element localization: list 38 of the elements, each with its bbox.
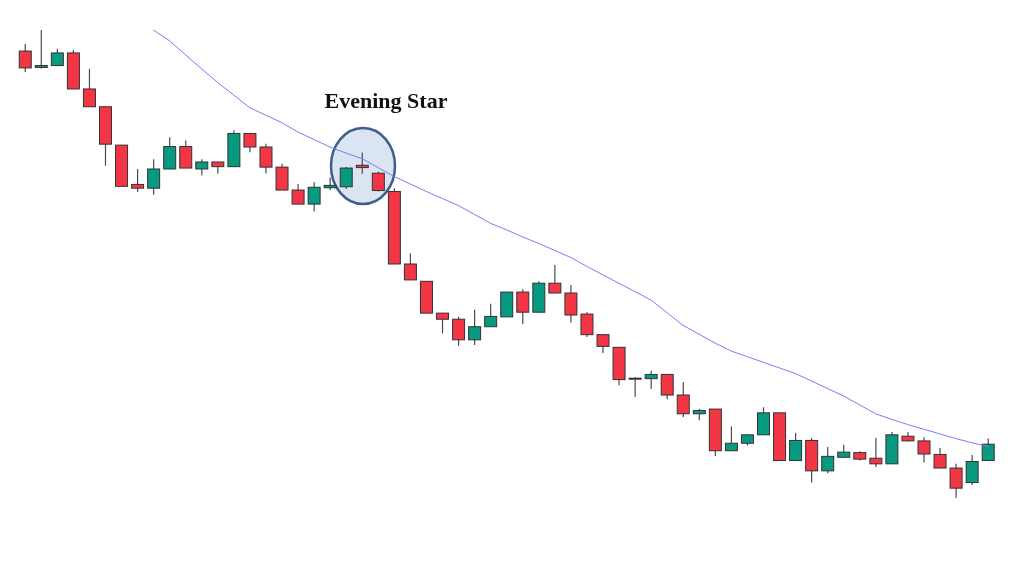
candlestick [757,406,771,436]
candlestick [724,425,738,452]
candlestick [163,136,177,170]
candlestick [147,158,161,196]
candlestick [628,376,642,398]
candlestick [644,370,658,390]
candlestick [548,264,562,294]
candlestick [917,436,931,464]
candlestick [179,139,193,169]
candlestick [676,381,690,418]
candlestick [436,312,450,334]
candlestick [452,316,466,347]
candlestick [355,152,369,175]
candlestick [243,132,257,153]
candlestick [18,43,32,73]
candlestick [821,446,835,474]
candlestick [275,163,289,191]
candlestick [580,311,594,338]
candlestick [307,181,321,213]
candlestick [933,447,947,469]
candlestick [131,168,145,193]
candlestick [259,143,273,174]
annotation: Evening Star [324,88,448,114]
candlestick [869,437,883,468]
candlestick [468,309,482,346]
candlestick [949,463,963,498]
candlestick [291,183,305,205]
candlestick [596,334,610,354]
candlestick [516,288,530,325]
candlestick [403,252,417,281]
candlestick [34,30,48,69]
candlestick [965,454,979,486]
candlestick [789,432,803,462]
candlestick [339,166,353,190]
candlestick [564,284,578,324]
candlestick [660,373,674,400]
candlestick [484,303,498,328]
candlestick [82,68,96,108]
